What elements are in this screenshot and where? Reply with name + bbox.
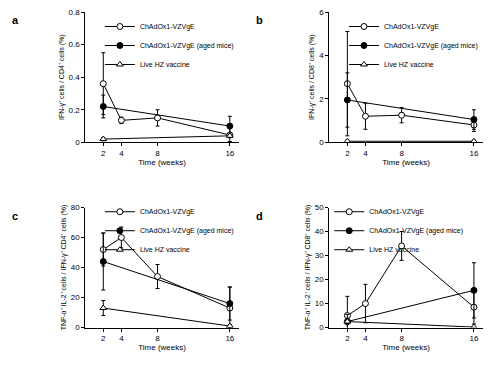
svg-text:ChAdOx1-VZVgE (aged mice): ChAdOx1-VZVgE (aged mice) [369,227,463,235]
svg-text:IFN-γ⁺ cells / CD8⁺ cells (%): IFN-γ⁺ cells / CD8⁺ cells (%) [308,34,316,120]
svg-text:40: 40 [71,263,80,272]
svg-text:4: 4 [119,149,124,158]
svg-text:2: 2 [101,149,106,158]
svg-text:Live HZ vaccine: Live HZ vaccine [369,246,419,253]
svg-text:0.6: 0.6 [68,40,80,49]
svg-text:50: 50 [315,203,324,212]
svg-text:40: 40 [315,227,324,236]
svg-text:a: a [12,14,19,26]
svg-text:Live HZ vaccine: Live HZ vaccine [384,61,434,68]
svg-text:2: 2 [319,95,324,104]
svg-text:16: 16 [225,149,234,158]
svg-text:4: 4 [319,51,324,60]
svg-text:80: 80 [71,203,80,212]
svg-text:d: d [256,210,263,222]
svg-text:Time (weeks): Time (weeks) [382,158,430,167]
svg-text:10: 10 [315,299,324,308]
svg-text:ChAdOx1-VZVgE: ChAdOx1-VZVgE [369,208,424,216]
svg-text:4: 4 [119,334,124,343]
svg-text:2: 2 [101,334,106,343]
svg-text:4: 4 [363,149,368,158]
svg-text:ChAdOx1-VZVgE (aged mice): ChAdOx1-VZVgE (aged mice) [140,227,234,235]
svg-text:Time (weeks): Time (weeks) [382,343,430,352]
svg-text:Time (weeks): Time (weeks) [138,158,186,167]
svg-text:30: 30 [315,251,324,260]
svg-text:2: 2 [345,149,350,158]
svg-text:6: 6 [319,8,324,17]
svg-text:20: 20 [315,275,324,284]
svg-text:0: 0 [75,138,80,147]
svg-text:16: 16 [469,149,478,158]
svg-text:0: 0 [319,323,324,332]
svg-text:8: 8 [155,334,160,343]
svg-text:Live HZ vaccine: Live HZ vaccine [140,246,190,253]
svg-text:60: 60 [71,233,80,242]
svg-text:ChAdOx1-VZVgE: ChAdOx1-VZVgE [140,208,195,216]
svg-text:b: b [256,14,263,26]
svg-text:ChAdOx1-VZVgE: ChAdOx1-VZVgE [384,23,439,31]
svg-text:TNF-α⁺ IL-2⁺ cells / IFN-γ⁺ CD: TNF-α⁺ IL-2⁺ cells / IFN-γ⁺ CD8⁺ cells (… [304,205,312,331]
svg-text:4: 4 [363,334,368,343]
svg-text:IFN-γ⁺ cells / CD4⁺ cells (%): IFN-γ⁺ cells / CD4⁺ cells (%) [58,34,66,120]
svg-text:16: 16 [469,334,478,343]
svg-text:Time (weeks): Time (weeks) [138,343,186,352]
svg-text:20: 20 [71,293,80,302]
svg-text:ChAdOx1-VZVgE (aged mice): ChAdOx1-VZVgE (aged mice) [140,42,234,50]
svg-text:ChAdOx1-VZVgE: ChAdOx1-VZVgE [140,23,195,31]
svg-text:0: 0 [319,138,324,147]
svg-text:2: 2 [345,334,350,343]
svg-text:0.4: 0.4 [68,73,80,82]
svg-text:8: 8 [155,149,160,158]
svg-text:TNF-α⁺ IL-2⁺ cells / IFN-γ⁺ CD: TNF-α⁺ IL-2⁺ cells / IFN-γ⁺ CD4⁺ cells (… [60,205,68,331]
svg-text:8: 8 [399,334,404,343]
svg-text:0.2: 0.2 [68,106,80,115]
svg-text:Live HZ vaccine: Live HZ vaccine [140,61,190,68]
svg-text:0: 0 [75,323,80,332]
svg-text:ChAdOx1-VZVgE (aged mice): ChAdOx1-VZVgE (aged mice) [384,42,478,50]
svg-text:8: 8 [399,149,404,158]
svg-text:16: 16 [225,334,234,343]
svg-text:0.8: 0.8 [68,8,80,17]
svg-text:c: c [12,210,18,222]
